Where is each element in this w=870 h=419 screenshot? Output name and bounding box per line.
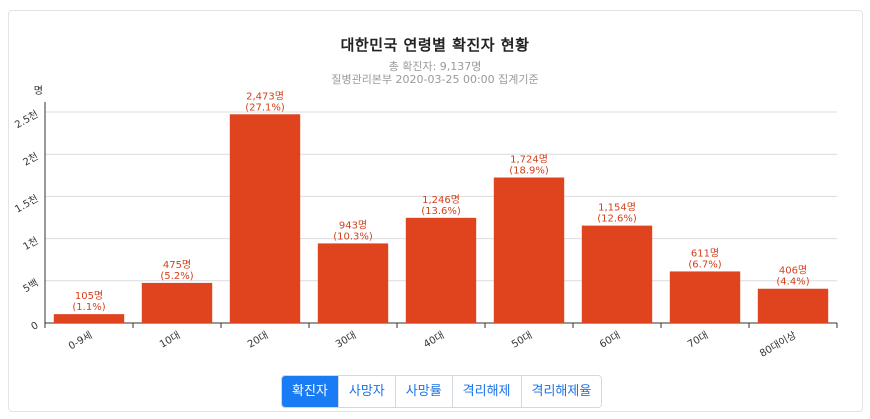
value-label: 105명	[75, 290, 103, 302]
percent-label: (27.1%)	[245, 102, 285, 113]
value-label: 1,154명	[598, 202, 636, 214]
value-label: 611명	[691, 247, 719, 259]
y-tick-label: 1천	[21, 235, 40, 253]
x-tick-label: 80대이상	[758, 329, 799, 360]
tab-released[interactable]: 격리해제	[452, 376, 522, 407]
x-tick-label: 50대	[510, 329, 535, 350]
bar	[493, 177, 565, 323]
value-label: 1,724명	[510, 153, 548, 165]
x-tick-label: 40대	[422, 329, 447, 350]
y-tick-label: 1.5천	[13, 193, 41, 216]
value-label: 406명	[779, 265, 807, 277]
percent-label: (6.7%)	[688, 259, 721, 270]
tab-confirmed[interactable]: 확진자	[282, 376, 339, 407]
bar	[669, 271, 741, 323]
x-tick-label: 10대	[158, 329, 183, 350]
y-tick-label: 0	[29, 320, 40, 333]
tab-deaths[interactable]: 사망자	[338, 376, 396, 407]
bar	[317, 243, 389, 323]
y-tick-label: 2천	[21, 150, 40, 168]
x-tick-label: 0-9세	[66, 329, 94, 352]
percent-label: (4.4%)	[776, 277, 809, 288]
y-axis-label: 명	[34, 85, 43, 97]
bar	[141, 282, 213, 323]
tab-death-rate[interactable]: 사망률	[395, 376, 453, 407]
bar	[581, 225, 653, 323]
x-tick-label: 60대	[598, 329, 623, 350]
y-tick-label: 5백	[21, 277, 40, 295]
tab-release-rate[interactable]: 격리해제율	[521, 376, 602, 407]
percent-label: (18.9%)	[509, 165, 549, 176]
metric-tab-group: 확진자 사망자 사망률 격리해제 격리해제율	[281, 375, 603, 408]
chart-title: 대한민국 연령별 확진자 현황	[340, 36, 530, 54]
bar-chart: 0 5백 1천 1.5천 2천 2.5천 명 105명(1.1%) 0-9세 475명(5.2%)…	[13, 85, 838, 360]
value-label: 475명	[163, 259, 191, 271]
percent-label: (12.6%)	[597, 214, 637, 225]
percent-label: (5.2%)	[160, 271, 193, 282]
x-tick-label: 70대	[686, 329, 711, 350]
x-tick-label: 30대	[334, 329, 359, 350]
chart-card	[8, 10, 863, 412]
y-tick-label: 2.5천	[13, 108, 41, 131]
percent-label: (10.3%)	[333, 231, 373, 242]
percent-label: (1.1%)	[72, 302, 105, 313]
value-label: 2,473명	[246, 90, 284, 102]
x-tick-label: 20대	[246, 329, 271, 350]
value-label: 1,246명	[422, 194, 460, 206]
total-subtitle: 총 확진자: 9,137명	[388, 60, 482, 73]
bar	[757, 288, 829, 323]
value-label: 943명	[339, 219, 367, 231]
bar	[229, 114, 301, 323]
percent-label: (13.6%)	[421, 206, 461, 217]
bar	[405, 217, 477, 323]
bar	[53, 314, 125, 323]
source-subtitle: 질병관리본부 2020-03-25 00:00 집계기준	[331, 73, 539, 86]
